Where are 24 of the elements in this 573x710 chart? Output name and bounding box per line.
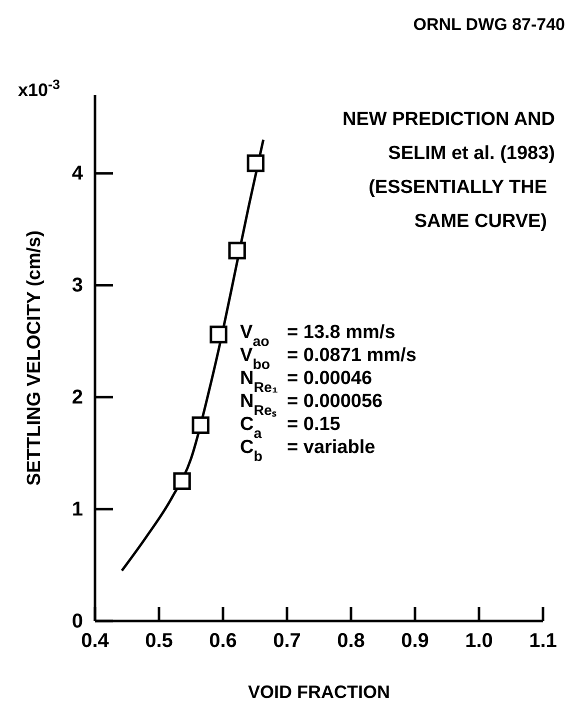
annotation: NEW PREDICTION AND SELIM et al. (1983) (ESSENTIALLY THE SAME CURVE) [342,109,555,232]
y-tick-label: 4 [72,162,84,185]
x-tick-label: 0.5 [145,630,173,652]
x-axis-title: VOID FRACTION [248,682,390,702]
point [228,242,246,260]
point [246,154,264,172]
y-tick-label: 0 [72,610,83,632]
x-tick-label: 0.4 [81,630,110,652]
point [192,416,210,434]
point [210,326,228,344]
x-tick-label: 1.0 [465,630,493,652]
x-tick-label: 0.6 [209,630,237,652]
x-tick-label: 0.7 [273,630,301,652]
y-tick-label: 2 [72,386,83,409]
x-tick-label: 0.8 [337,630,365,652]
x-tick-label: 0.9 [401,630,429,652]
y-tick-label: 1 [72,498,83,520]
text: V$_{ao}$ = 13.8 mm/s V$_{bo}$ = 0.0871 mm/s N$_{Re₁}$ = 0.00046 N$_{Reₛ}$ = 0.000056 C$_{a}$ = 0.15 C$_{b}$ = variable [240,322,416,465]
chart-title: ORNL DWG 87-740 [413,15,565,34]
y-tick-label: 3 [72,274,83,297]
x-tick-label: 1.1 [529,630,557,652]
text: x10$^{-3}$ [18,76,61,100]
y-axis-title: SETTLING VELOCITY (cm/s) [24,230,45,486]
point [173,472,191,490]
